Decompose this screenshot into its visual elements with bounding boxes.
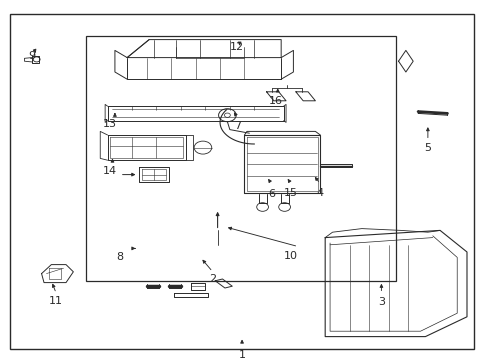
- Text: 3: 3: [377, 297, 384, 307]
- Text: 10: 10: [284, 251, 297, 261]
- Text: 16: 16: [269, 96, 283, 106]
- Text: 14: 14: [103, 166, 117, 176]
- Text: 4: 4: [316, 188, 323, 198]
- Text: 9: 9: [28, 51, 35, 61]
- Text: 11: 11: [49, 296, 63, 306]
- Text: 5: 5: [424, 143, 430, 153]
- Bar: [85, 36, 395, 281]
- Text: 8: 8: [116, 252, 123, 262]
- Text: 2: 2: [209, 274, 216, 284]
- Text: 7: 7: [233, 121, 240, 131]
- Text: 6: 6: [267, 189, 274, 199]
- Text: 1: 1: [238, 350, 245, 360]
- Text: 15: 15: [284, 188, 297, 198]
- Text: 13: 13: [103, 119, 117, 129]
- Text: 12: 12: [230, 42, 244, 52]
